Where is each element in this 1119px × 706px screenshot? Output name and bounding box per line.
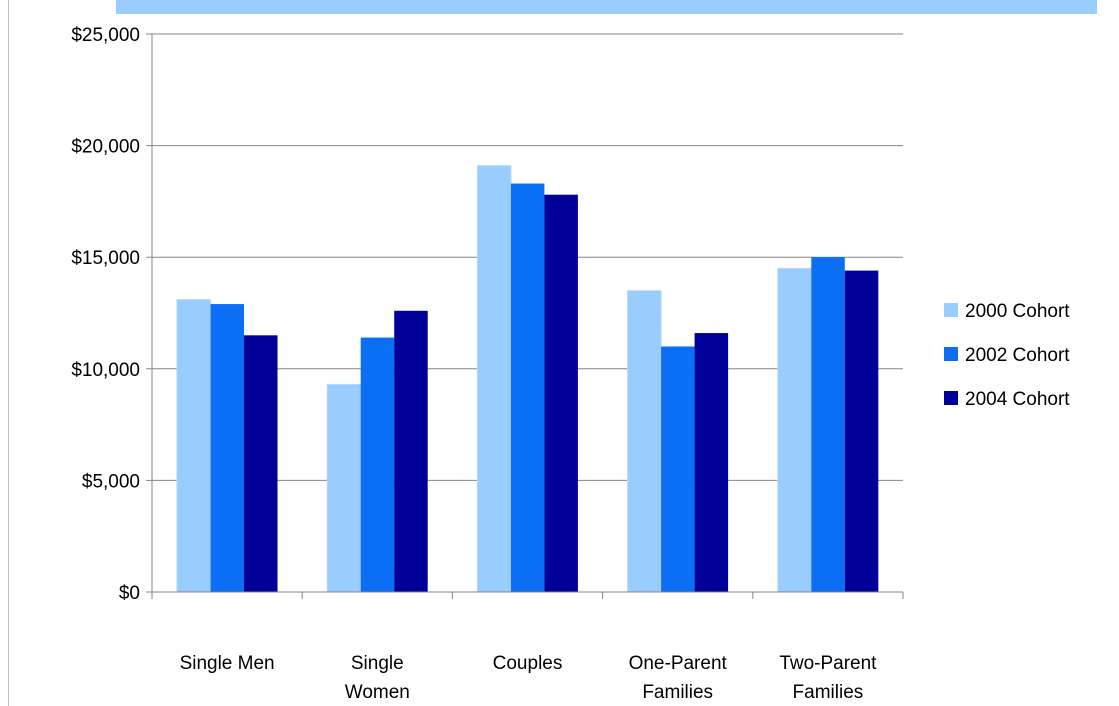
bar [210,304,244,592]
legend-label: 2002 Cohort [965,345,1070,366]
y-tick-label: $0 [119,583,140,604]
bar [811,257,845,592]
x-tick-label: Single [351,653,404,674]
bar [244,335,278,592]
legend-swatch [944,347,958,361]
x-tick-label: Families [642,682,713,703]
bar [661,346,695,592]
x-axis-labels: Single Men Single Women Couples One-Parent Fa… [180,653,878,703]
y-tick-label: $5,000 [82,471,140,492]
bar [544,194,578,593]
x-tick-label: Couples [493,653,563,674]
legend: 2000 Cohort 2002 Cohort 2004 Cohort [944,301,1070,410]
y-tick-label: $25,000 [71,25,140,46]
legend-label: 2000 Cohort [965,301,1070,322]
bar [694,333,729,592]
bar [176,299,211,593]
bar [360,337,395,592]
y-tick-label: $15,000 [71,248,140,269]
bar [510,183,545,592]
x-tick-label: One-Parent [629,653,728,674]
bar [627,290,662,593]
bars [176,165,879,593]
top-band [116,0,1097,14]
bar [777,267,812,593]
frame-left-border [8,0,9,706]
axes [146,33,904,599]
legend-swatch [944,391,958,405]
legend-swatch [944,303,958,317]
y-tick-label: $10,000 [71,360,140,381]
x-tick-label: Women [345,682,410,703]
legend-label: 2004 Cohort [965,389,1070,410]
bar [844,270,879,592]
x-tick-label: Families [793,682,864,703]
y-axis-labels: $0 $5,000 $10,000 $15,000 $20,000 $25,000 [71,25,140,604]
bar [394,310,428,592]
y-tick-label: $20,000 [71,137,140,158]
bar [326,383,362,593]
x-tick-label: Single Men [180,653,275,674]
bar [476,165,512,593]
x-tick-label: Two-Parent [779,653,877,674]
